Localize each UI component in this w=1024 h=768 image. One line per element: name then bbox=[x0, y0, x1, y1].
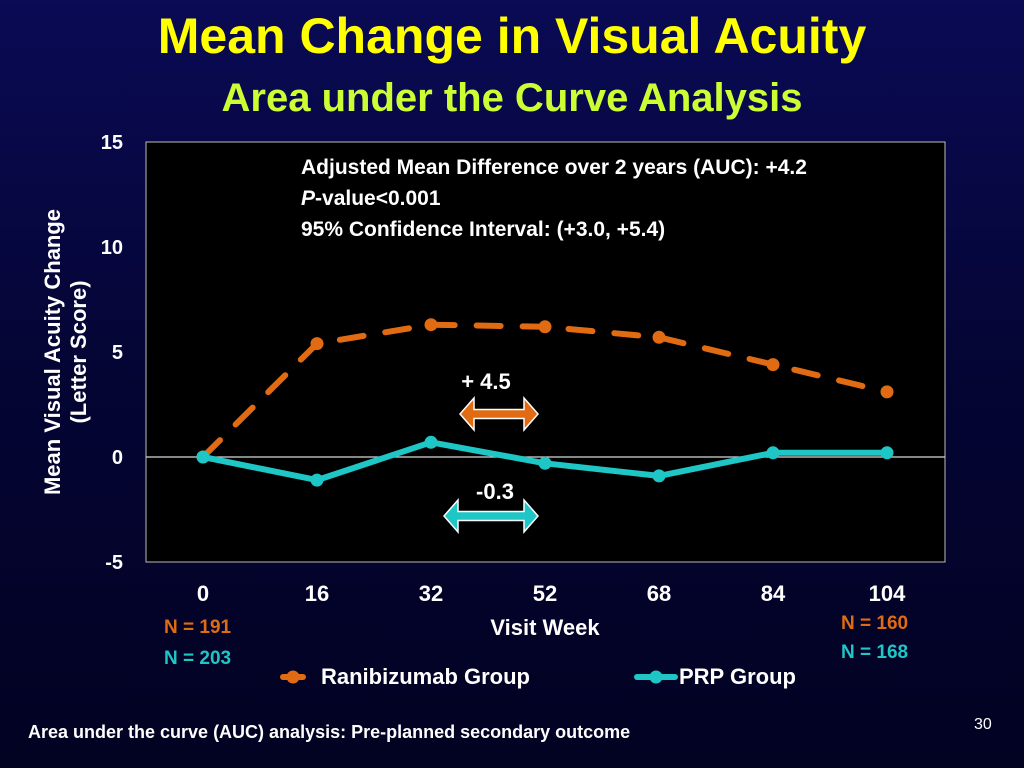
n-label-start-ranibizumab: N = 191 bbox=[164, 617, 232, 638]
ranibizumab-difference-arrow bbox=[459, 396, 539, 432]
x-axis-title: Visit Week bbox=[490, 615, 600, 640]
x-tick-label: 84 bbox=[761, 581, 786, 606]
y-tick-label: 10 bbox=[101, 237, 123, 259]
slide-subtitle: Area under the Curve Analysis bbox=[221, 76, 803, 120]
x-tick-label: 16 bbox=[305, 581, 329, 606]
data-point-prp bbox=[766, 446, 780, 460]
y-tick-label: 5 bbox=[112, 342, 123, 364]
n-label-end-ranibizumab: N = 160 bbox=[841, 613, 908, 634]
annotation-text: -value<0.001 bbox=[315, 187, 441, 210]
y-axis-title-line: (Letter Score) bbox=[66, 280, 91, 423]
data-point-prp bbox=[424, 435, 438, 449]
footnote: Area under the curve (AUC) analysis: Pre… bbox=[28, 722, 631, 742]
annotation-line: P-value<0.001 bbox=[301, 187, 441, 210]
data-point-prp bbox=[538, 456, 552, 470]
data-point-prp bbox=[310, 473, 324, 487]
x-tick-label: 32 bbox=[419, 581, 443, 606]
n-label-end-prp: N = 168 bbox=[841, 642, 908, 663]
y-tick-label: -5 bbox=[105, 552, 123, 574]
data-point-ranibizumab bbox=[310, 337, 324, 351]
data-point-ranibizumab bbox=[766, 358, 780, 372]
data-point-ranibizumab bbox=[424, 318, 438, 332]
data-point-prp bbox=[880, 446, 894, 460]
legend-prp-marker bbox=[649, 670, 663, 684]
data-point-ranibizumab bbox=[880, 385, 894, 399]
data-point-ranibizumab bbox=[652, 330, 666, 344]
data-point-prp bbox=[652, 469, 666, 483]
n-label-start-prp: N = 203 bbox=[164, 648, 231, 669]
x-tick-label: 0 bbox=[197, 581, 209, 606]
y-tick-label: 0 bbox=[112, 447, 123, 469]
data-point-prp bbox=[196, 450, 210, 464]
legend-ranibizumab-label: Ranibizumab Group bbox=[321, 664, 530, 689]
y-axis-title-line: Mean Visual Acuity Change bbox=[40, 209, 65, 495]
annotation-line: Adjusted Mean Difference over 2 years (A… bbox=[301, 156, 807, 179]
prp-difference-arrow bbox=[443, 498, 539, 534]
legend-ranibizumab-marker bbox=[286, 670, 300, 684]
annotation-text: 95% Confidence Interval: (+3.0, +5.4) bbox=[301, 218, 665, 241]
ranibizumab-difference-label: + 4.5 bbox=[461, 369, 511, 394]
slide-number: 30 bbox=[974, 716, 992, 733]
annotation-text: Adjusted Mean Difference over 2 years (A… bbox=[301, 156, 807, 179]
x-tick-label: 104 bbox=[869, 581, 906, 606]
y-axis-title: Mean Visual Acuity Change(Letter Score) bbox=[40, 209, 91, 495]
slide-title: Mean Change in Visual Acuity bbox=[157, 8, 867, 64]
y-tick-label: 15 bbox=[101, 132, 123, 154]
x-tick-label: 52 bbox=[533, 581, 557, 606]
x-tick-label: 68 bbox=[647, 581, 671, 606]
data-point-ranibizumab bbox=[538, 320, 552, 334]
prp-difference-label: -0.3 bbox=[476, 479, 514, 504]
plot-area bbox=[145, 141, 946, 563]
legend-prp-label: PRP Group bbox=[679, 664, 796, 689]
annotation-italic-prefix: P bbox=[301, 187, 316, 210]
annotation-line: 95% Confidence Interval: (+3.0, +5.4) bbox=[301, 218, 665, 241]
